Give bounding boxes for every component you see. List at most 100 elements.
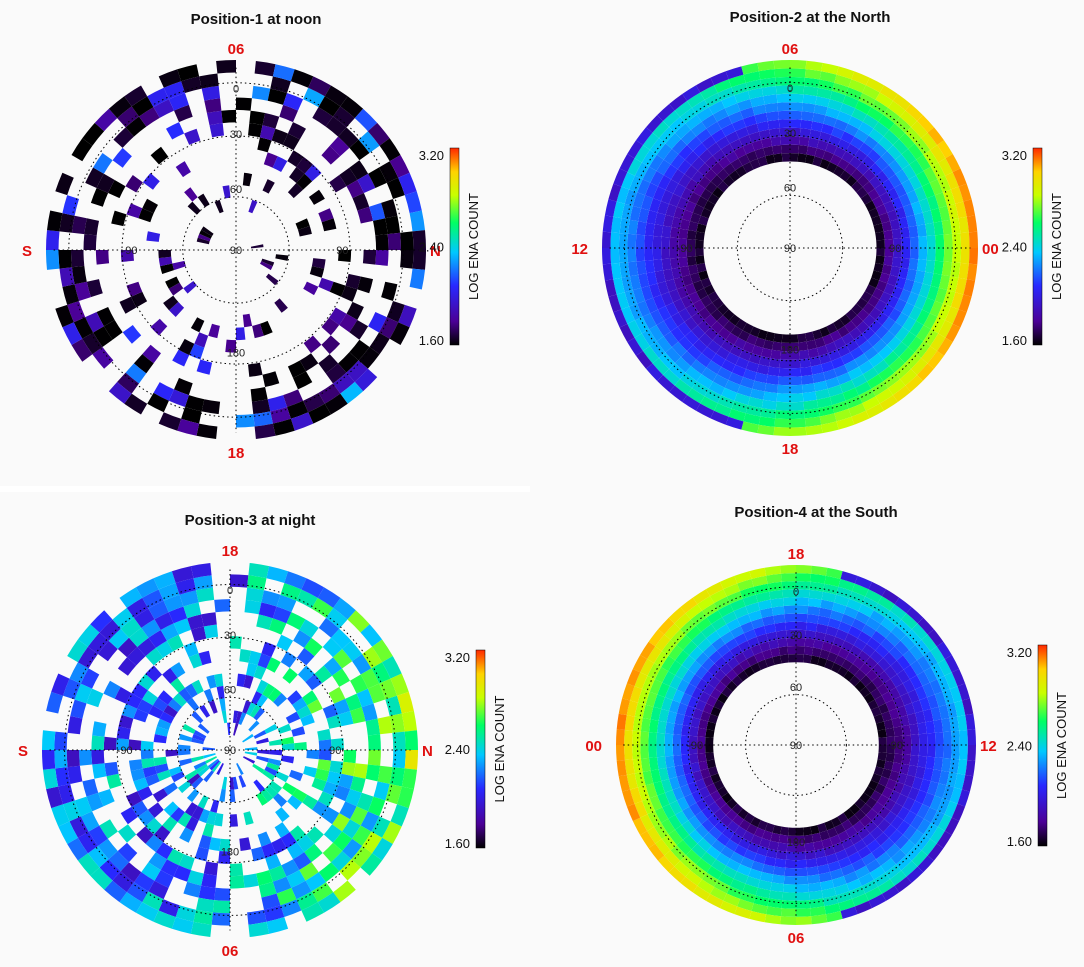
heatmap-cell [674,613,691,630]
heatmap-cell [372,639,393,663]
heatmap-cell [879,212,890,224]
heatmap-cell [171,771,185,783]
heatmap-cell [207,758,219,769]
heatmap-cell [848,366,863,380]
heatmap-cell [168,282,184,296]
heatmap-cell [726,858,741,872]
heatmap-cell [841,819,853,831]
heatmap-cell [611,216,622,234]
heatmap-cell [170,677,185,693]
heatmap-cell [201,873,217,888]
heatmap-cell [806,858,818,868]
heatmap-cell [865,77,884,93]
heatmap-cell [851,71,870,86]
heatmap-cell [179,827,194,843]
heatmap-cell [958,294,972,313]
heatmap-cell [824,903,841,915]
heatmap-cell [965,713,976,730]
heatmap-cell [706,695,718,707]
heatmap-cell [236,673,246,687]
heatmap-cell [707,813,721,827]
heatmap-cell [918,733,928,745]
heatmap-cell [840,352,855,365]
heatmap-cell [705,302,718,315]
heatmap-cell [854,575,873,590]
heatmap-cell [875,170,889,184]
heatmap-cell [85,312,104,333]
heatmap-cell [90,188,109,207]
heatmap-cell [900,369,917,386]
heatmap-cell [849,156,862,169]
heatmap-cell [632,817,648,835]
heatmap-cell [724,380,741,393]
heatmap-cell [673,277,685,290]
heatmap-cell [266,657,281,673]
heatmap-cell [201,612,217,627]
heatmap-cell [888,687,901,700]
heatmap-cell [689,829,704,844]
heatmap-cell [658,352,675,369]
heatmap-cell [74,281,91,301]
heatmap-cell [952,233,962,248]
heatmap-cell [343,750,357,764]
heatmap-cell [725,66,744,80]
heatmap-cell [656,745,666,758]
heatmap-cell [834,364,848,377]
heatmap-cell [829,834,842,846]
heatmap-cell [871,813,885,827]
heatmap-cell [675,123,691,139]
heatmap-cell [917,115,934,133]
heatmap-cell [661,225,672,238]
heatmap-cell [751,618,765,630]
colorbar-title: LOG ENA COUNT [1054,692,1069,799]
heatmap-cell [885,699,897,712]
heatmap-cell [727,657,740,670]
heatmap-cell [706,610,723,625]
heatmap-cell [221,710,228,724]
heatmap-cell [923,149,939,167]
heatmap-cell [712,333,726,347]
heatmap-cell [745,405,762,417]
heatmap-cell [769,128,781,138]
heatmap-cell [717,87,735,101]
heatmap-cell [676,702,688,716]
heatmap-cell [116,726,131,740]
heatmap-cell [819,649,830,660]
heatmap-cell [686,239,696,248]
heatmap-cell [750,662,761,674]
heatmap-cell [695,699,707,712]
heatmap-cell [239,837,252,851]
heatmap-cell [756,364,770,375]
heatmap-cell [903,810,917,825]
heatmap-cell [817,615,830,626]
heatmap-cell [856,297,868,309]
heatmap-cell [796,573,811,582]
heatmap-cell [682,395,701,411]
heatmap-cell [354,108,378,132]
heatmap-cell [706,630,721,645]
heatmap-cell [177,812,192,828]
heatmap-cell [844,633,858,646]
heatmap-cell [811,832,822,843]
heatmap-cell [799,358,811,368]
heatmap-cell [46,786,63,809]
heatmap-cell [286,612,306,630]
heatmap-cell [766,906,782,917]
heatmap-cell [181,407,202,424]
heatmap-cell [926,195,939,211]
heatmap-cell [91,735,105,750]
heatmap-cell [678,336,693,351]
heatmap-cell [926,732,936,745]
heatmap-cell [734,337,747,350]
heatmap-cell [818,871,833,883]
heatmap-cell [776,630,787,640]
heatmap-cell [808,137,819,149]
heatmap-cell [824,575,841,587]
heatmap-cell [79,750,93,766]
colorbar-gradient [1037,644,1048,847]
heatmap-cell [919,697,931,711]
heatmap-cell [172,260,186,271]
heatmap-cell [756,121,770,132]
heatmap-cell [778,367,790,377]
heatmap-cell [163,782,178,796]
